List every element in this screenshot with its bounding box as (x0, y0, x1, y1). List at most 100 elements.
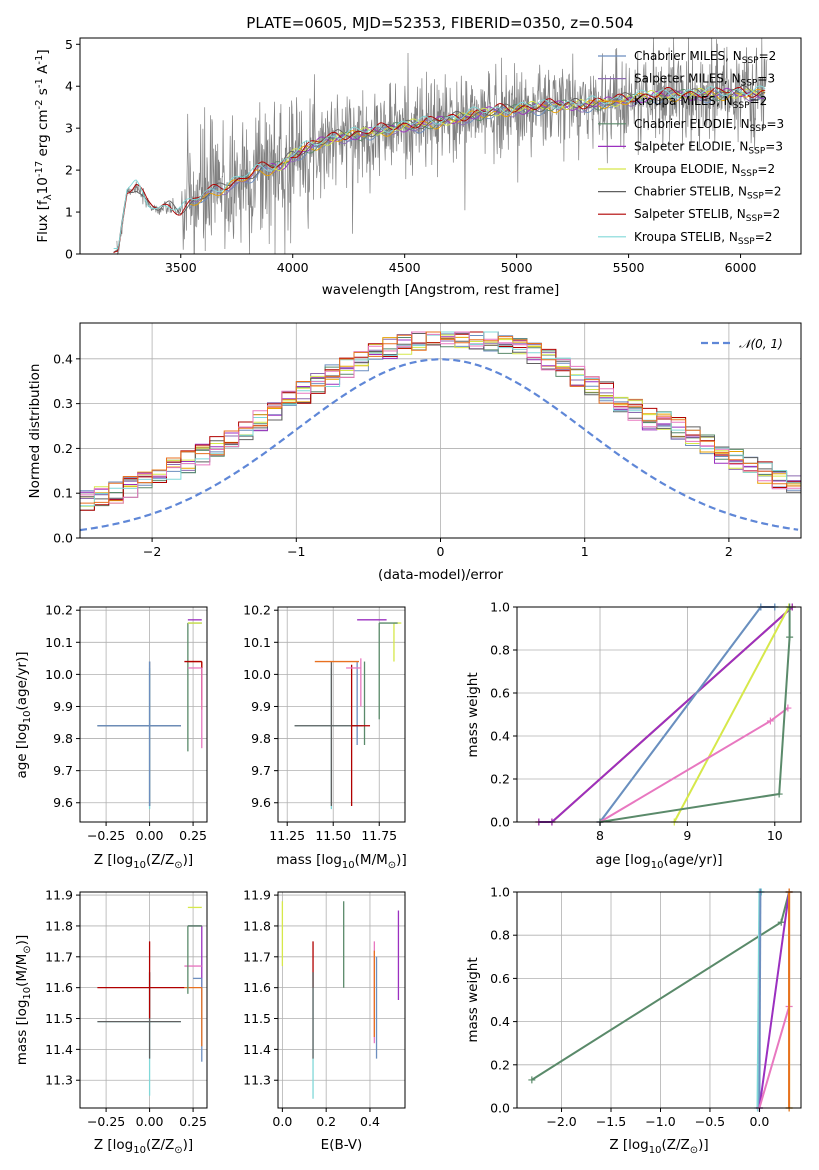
x-tick-label: 0 (437, 544, 445, 559)
x-axis-label: wavelength [Angstrom, rest frame] (322, 282, 560, 298)
x-tick-label: 0.25 (179, 1114, 207, 1129)
x-tick-label: 1 (581, 544, 589, 559)
x-tick-label: 11.75 (361, 828, 397, 843)
x-tick-label: 0.00 (136, 1114, 164, 1129)
model-spectrum-line (113, 86, 766, 254)
y-tick-label: 11.7 (243, 949, 271, 964)
x-axis-label: Z [log10(Z/Z⊙)] (94, 852, 193, 871)
x-tick-label: 10 (767, 828, 783, 843)
y-tick-label: 9.6 (251, 795, 271, 810)
y-tick-label: 9.7 (53, 763, 73, 778)
y-axis-label: Normed distribution (27, 364, 43, 499)
age-vs-metallicity-panel: −0.25 0.00 0.25 9.6 9.7 9.8 9.9 10.0 10.1 10.2 Z [… (14, 603, 208, 871)
residual-histogram-step (80, 331, 801, 507)
y-tick-label: 9.8 (251, 731, 271, 746)
y-tick-label: 11.8 (45, 918, 73, 933)
axes-frame (516, 606, 802, 823)
axes-frame (79, 606, 208, 823)
y-tick-label: 1.0 (490, 600, 510, 615)
x-axis-label: Z [log10(Z/Z⊙)] (609, 1137, 708, 1156)
legend-label: Chabrier MILES, NSSP=2 (634, 49, 776, 66)
cumulative-weight-line (758, 891, 762, 1109)
x-tick-label: 11.50 (315, 828, 351, 843)
mass-vs-ebv-panel: 0.0 0.2 0.4 11.3 11.4 11.5 11.6 11.7 11.8 11.9 E(B… (243, 888, 406, 1153)
y-tick-label: 11.6 (45, 980, 73, 995)
legend-label: Chabrier STELIB, NSSP=2 (634, 185, 782, 202)
y-tick-label: 0.2 (490, 772, 510, 787)
x-tick-label: 0.00 (136, 828, 164, 843)
model-spectrum-line (113, 85, 766, 250)
x-tick-label: −0.25 (87, 1114, 125, 1129)
y-tick-label: 0.1 (53, 486, 73, 501)
y-tick-label: 11.4 (243, 1042, 271, 1057)
axes-frame (79, 891, 208, 1109)
y-tick-label: 11.4 (45, 1042, 73, 1057)
x-tick-label: 9 (683, 828, 691, 843)
y-tick-label: 0.3 (53, 396, 73, 411)
y-tick-label: 11.3 (243, 1073, 271, 1088)
legend-label: 𝒩(0, 1) (739, 337, 783, 351)
y-tick-label: 10.0 (243, 667, 271, 682)
cumulative-weight-marker (766, 717, 774, 725)
y-tick-label: 11.5 (45, 1011, 73, 1026)
cumulative-weight-line (673, 606, 790, 823)
x-tick-label: 0.25 (179, 828, 207, 843)
y-axis-label: Flux [fλ10-17 erg cm-2 s-1 A-1] (34, 49, 54, 242)
figure-title: PLATE=0605, MJD=52353, FIBERID=0350, z=0… (246, 14, 633, 32)
y-tick-label: 9.6 (53, 795, 73, 810)
legend-label: Kroupa ELODIE, NSSP=2 (634, 162, 775, 179)
y-tick-label: 1 (65, 205, 73, 220)
model-spectrum-line (189, 89, 765, 209)
axes-frame (516, 891, 802, 1109)
y-tick-label: 10.0 (45, 667, 73, 682)
y-tick-label: 0.2 (53, 441, 73, 456)
y-tick-label: 9.8 (53, 731, 73, 746)
y-tick-label: 0.4 (53, 351, 73, 366)
y-tick-label: 0.0 (490, 1101, 510, 1116)
y-tick-label: 10.1 (243, 635, 271, 650)
y-tick-label: 0.6 (490, 971, 510, 986)
x-axis-label: E(B-V) (321, 1137, 363, 1153)
y-tick-label: 0.4 (490, 1014, 510, 1029)
model-spectrum-line (113, 85, 766, 253)
x-axis-label: Z [log10(Z/Z⊙)] (94, 1137, 193, 1156)
cumulative-weight-line (758, 891, 791, 1109)
y-tick-label: 4 (65, 79, 73, 94)
cumulative-weight-marker (786, 633, 794, 641)
normal-distribution-curve (79, 358, 799, 532)
cumulative-weight-line (599, 707, 789, 823)
cumulative-weight-marker (528, 1076, 536, 1084)
y-tick-label: 9.9 (251, 699, 271, 714)
cumulative-weight-line (538, 606, 793, 823)
y-tick-label: 11.9 (45, 888, 73, 903)
y-tick-label: 0 (65, 247, 73, 262)
y-tick-label: 2 (65, 163, 73, 178)
y-tick-label: 11.7 (45, 949, 73, 964)
y-tick-label: 0.4 (490, 729, 510, 744)
legend-label: Kroupa STELIB, NSSP=2 (634, 230, 772, 247)
y-tick-label: 1.0 (490, 885, 510, 900)
y-tick-label: 11.9 (243, 888, 271, 903)
axes-frame (277, 891, 406, 1109)
x-tick-label: 4500 (389, 260, 421, 275)
x-axis-label: (data-model)/error (378, 567, 504, 583)
x-tick-label: −1.0 (645, 1114, 675, 1129)
y-tick-label: 0.8 (490, 643, 510, 658)
y-tick-label: 10.2 (45, 603, 73, 618)
x-tick-label: 0.4 (360, 1114, 380, 1129)
age-vs-mass-panel: 11.25 11.50 11.75 9.6 9.7 9.8 9.9 10.0 10.1 10.2 m… (243, 603, 407, 871)
y-tick-label: 0.6 (490, 686, 510, 701)
residual-histogram-panel: −2 −1 0 1 2 0.0 0.1 0.2 0.3 0.4 (data-model)/error… (27, 322, 802, 583)
x-tick-label: −2.0 (546, 1114, 576, 1129)
spectrum-panel: 3500 4000 4500 5000 5500 6000 0 1 2 3 4 5 wavelength… (34, 37, 802, 298)
x-tick-label: 0.2 (316, 1114, 336, 1129)
x-tick-label: 5000 (501, 260, 533, 275)
x-tick-label: −1 (287, 544, 305, 559)
legend-label: Salpeter STELIB, NSSP=2 (634, 207, 780, 224)
cumulative-weight-line (599, 607, 791, 823)
legend-label: Salpeter MILES, NSSP=3 (634, 72, 775, 89)
x-tick-label: −2 (143, 544, 161, 559)
y-tick-label: 3 (65, 121, 73, 136)
x-tick-label: 0.0 (272, 1114, 292, 1129)
